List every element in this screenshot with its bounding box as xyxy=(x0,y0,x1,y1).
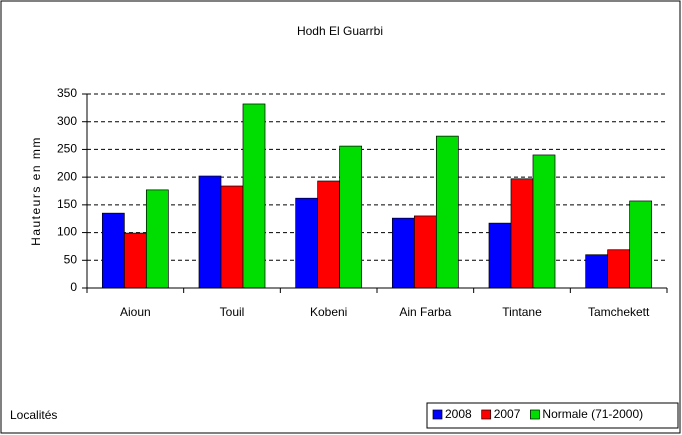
x-tick-label: Aioun xyxy=(120,305,151,319)
bar xyxy=(391,217,415,289)
legend-swatch xyxy=(432,409,443,420)
bar xyxy=(198,175,222,289)
legend-label: 2008 xyxy=(445,407,472,421)
bar xyxy=(510,178,534,289)
y-tick-label: 200 xyxy=(57,169,77,183)
legend-swatch xyxy=(530,409,540,420)
y-axis-label: Hauteurs en mm xyxy=(29,136,43,246)
bar xyxy=(413,215,437,289)
legend-label: 2007 xyxy=(494,407,521,421)
x-tick-label: Tamchekett xyxy=(588,305,650,319)
legend xyxy=(426,402,679,429)
bar xyxy=(435,135,459,289)
bar xyxy=(585,254,609,289)
x-tick-label: Kobeni xyxy=(310,305,347,319)
y-tick-label: 50 xyxy=(64,252,78,266)
y-tick-label: 100 xyxy=(57,225,77,239)
bar xyxy=(339,145,363,289)
x-tick-label: Tintane xyxy=(502,305,542,319)
chart-title: Hodh El Guarrbi xyxy=(297,24,383,38)
bar xyxy=(220,185,244,289)
bar xyxy=(101,212,125,289)
x-tick-label: Touil xyxy=(220,305,245,319)
bar xyxy=(145,189,169,289)
bar xyxy=(607,249,631,289)
bar xyxy=(532,154,556,289)
x-tick-label: Ain Farba xyxy=(399,305,451,319)
legend-label: Normale (71-2000) xyxy=(542,407,643,421)
bar xyxy=(295,197,319,289)
bar xyxy=(488,222,512,289)
y-tick-label: 250 xyxy=(57,142,77,156)
legend-swatch xyxy=(481,409,492,420)
x-axis-label: Localités xyxy=(10,408,57,422)
bar xyxy=(242,103,266,289)
bar xyxy=(317,180,341,289)
y-tick-label: 350 xyxy=(57,86,77,100)
y-tick-label: 300 xyxy=(57,114,77,128)
bar xyxy=(123,232,147,289)
bar xyxy=(629,200,653,289)
y-tick-label: 150 xyxy=(57,197,77,211)
y-tick-label: 0 xyxy=(70,280,77,294)
